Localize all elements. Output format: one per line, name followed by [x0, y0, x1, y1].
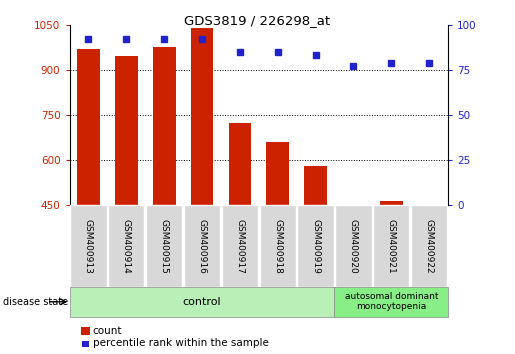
Text: GSM400920: GSM400920 — [349, 219, 358, 273]
Bar — [260, 205, 296, 287]
Bar — [335, 205, 372, 287]
Bar — [77, 49, 100, 205]
Bar — [266, 142, 289, 205]
Bar — [342, 205, 365, 206]
Text: count: count — [93, 326, 122, 336]
Bar — [191, 28, 213, 205]
Bar — [153, 47, 176, 205]
Bar — [229, 122, 251, 205]
Bar — [146, 205, 182, 287]
Bar — [70, 287, 334, 317]
Text: percentile rank within the sample: percentile rank within the sample — [93, 338, 269, 348]
Bar — [411, 205, 448, 287]
Bar — [115, 56, 138, 205]
Text: GDS3819 / 226298_at: GDS3819 / 226298_at — [184, 14, 331, 27]
Text: GSM400914: GSM400914 — [122, 219, 131, 273]
Text: GSM400916: GSM400916 — [198, 218, 207, 274]
Bar — [184, 205, 220, 287]
Bar — [108, 205, 145, 287]
Text: disease state: disease state — [3, 297, 67, 307]
Text: GSM400922: GSM400922 — [425, 219, 434, 273]
Bar — [373, 205, 409, 287]
Text: control: control — [183, 297, 221, 307]
Bar — [297, 205, 334, 287]
Text: GSM400921: GSM400921 — [387, 219, 396, 273]
Text: GSM400917: GSM400917 — [235, 218, 244, 274]
Text: GSM400919: GSM400919 — [311, 218, 320, 274]
Bar — [418, 205, 440, 206]
Text: GSM400918: GSM400918 — [273, 218, 282, 274]
Bar — [335, 287, 448, 317]
Bar — [380, 201, 403, 205]
Bar — [221, 205, 258, 287]
Text: GSM400913: GSM400913 — [84, 218, 93, 274]
Bar — [304, 166, 327, 205]
Bar — [70, 205, 107, 287]
Text: autosomal dominant
monocytopenia: autosomal dominant monocytopenia — [345, 292, 438, 312]
Text: GSM400915: GSM400915 — [160, 218, 168, 274]
